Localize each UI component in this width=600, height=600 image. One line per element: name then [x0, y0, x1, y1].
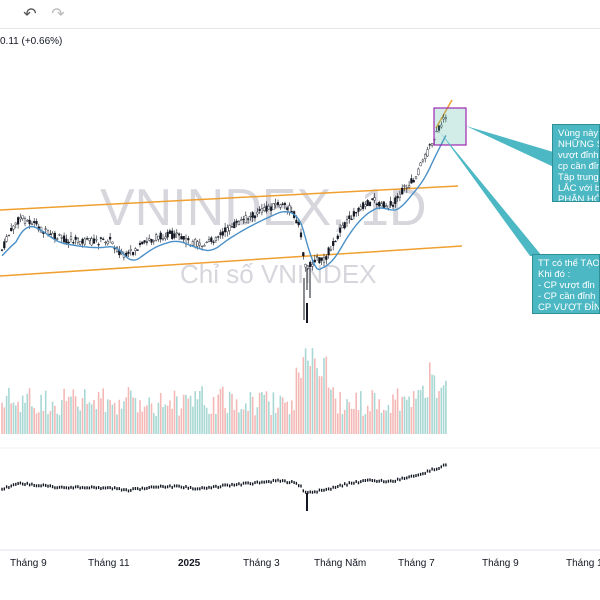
x-axis-label: Tháng 7	[398, 558, 435, 569]
callout-text: - CP vượt đỉn	[538, 280, 595, 291]
callout-text: Khi đó :	[538, 269, 571, 280]
highlight-box[interactable]	[433, 107, 467, 146]
x-axis-label: 2025	[178, 558, 201, 569]
x-axis: Tháng 9 Tháng 11 2025 Tháng 3 Tháng Năm …	[10, 558, 600, 569]
callout-box-1[interactable]: Vùng này NHỮNG S vượt đỉnh cp cần đỉn Tậ…	[552, 124, 600, 202]
callout-text: cp cần đỉn	[558, 161, 600, 172]
chart-canvas[interactable]: VNINDEX, 1D Chỉ số VNINDEX Tháng 9 Tháng…	[0, 28, 600, 600]
channel-upper-line[interactable]	[0, 185, 459, 211]
callout-text: vượt đỉnh	[558, 150, 599, 161]
x-axis-label: Tháng 9	[482, 558, 519, 569]
callout-text: Tập trung	[558, 172, 599, 183]
callout-text: TT có thể TẠO	[538, 258, 600, 269]
callout-text: Vùng này	[558, 128, 599, 139]
redo-icon[interactable]: ↷	[51, 4, 65, 23]
indicator-pane	[1, 463, 447, 511]
trend-line[interactable]	[435, 99, 453, 129]
callout-text: PHÂN HÓA	[558, 194, 599, 202]
callout-text: LẮC với b	[558, 183, 600, 194]
x-axis-label: Tháng 3	[243, 558, 280, 569]
undo-icon[interactable]: ↶	[23, 4, 37, 23]
callout-pointer-1	[466, 126, 560, 168]
callout-text: - CP cần đỉnh	[538, 291, 596, 302]
channel-lower-line[interactable]	[0, 245, 463, 277]
callout-pointer-2	[440, 132, 542, 256]
watermark-subtitle: Chỉ số VNINDEX	[180, 259, 377, 289]
x-axis-label: Tháng 9	[10, 558, 47, 569]
callout-text: CP VƯỢT ĐỈN	[538, 302, 600, 313]
volume-bars	[1, 348, 447, 434]
moving-average-line	[1, 135, 447, 271]
x-axis-label: Tháng Năm	[314, 558, 366, 569]
toolbar: ↶ ↷	[0, 0, 600, 29]
callout-text: NHỮNG S	[558, 139, 600, 150]
x-axis-label: Tháng 11	[566, 558, 600, 569]
callout-box-2[interactable]: TT có thể TẠO Khi đó : - CP vượt đỉn - C…	[532, 254, 600, 314]
price-change-info: 0.11 (+0.66%)	[0, 36, 63, 47]
x-axis-label: Tháng 11	[88, 558, 130, 569]
